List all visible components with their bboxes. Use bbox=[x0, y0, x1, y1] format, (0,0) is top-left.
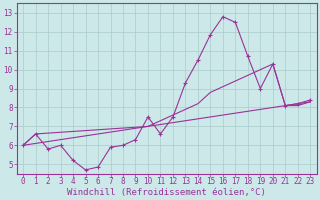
X-axis label: Windchill (Refroidissement éolien,°C): Windchill (Refroidissement éolien,°C) bbox=[67, 188, 266, 197]
